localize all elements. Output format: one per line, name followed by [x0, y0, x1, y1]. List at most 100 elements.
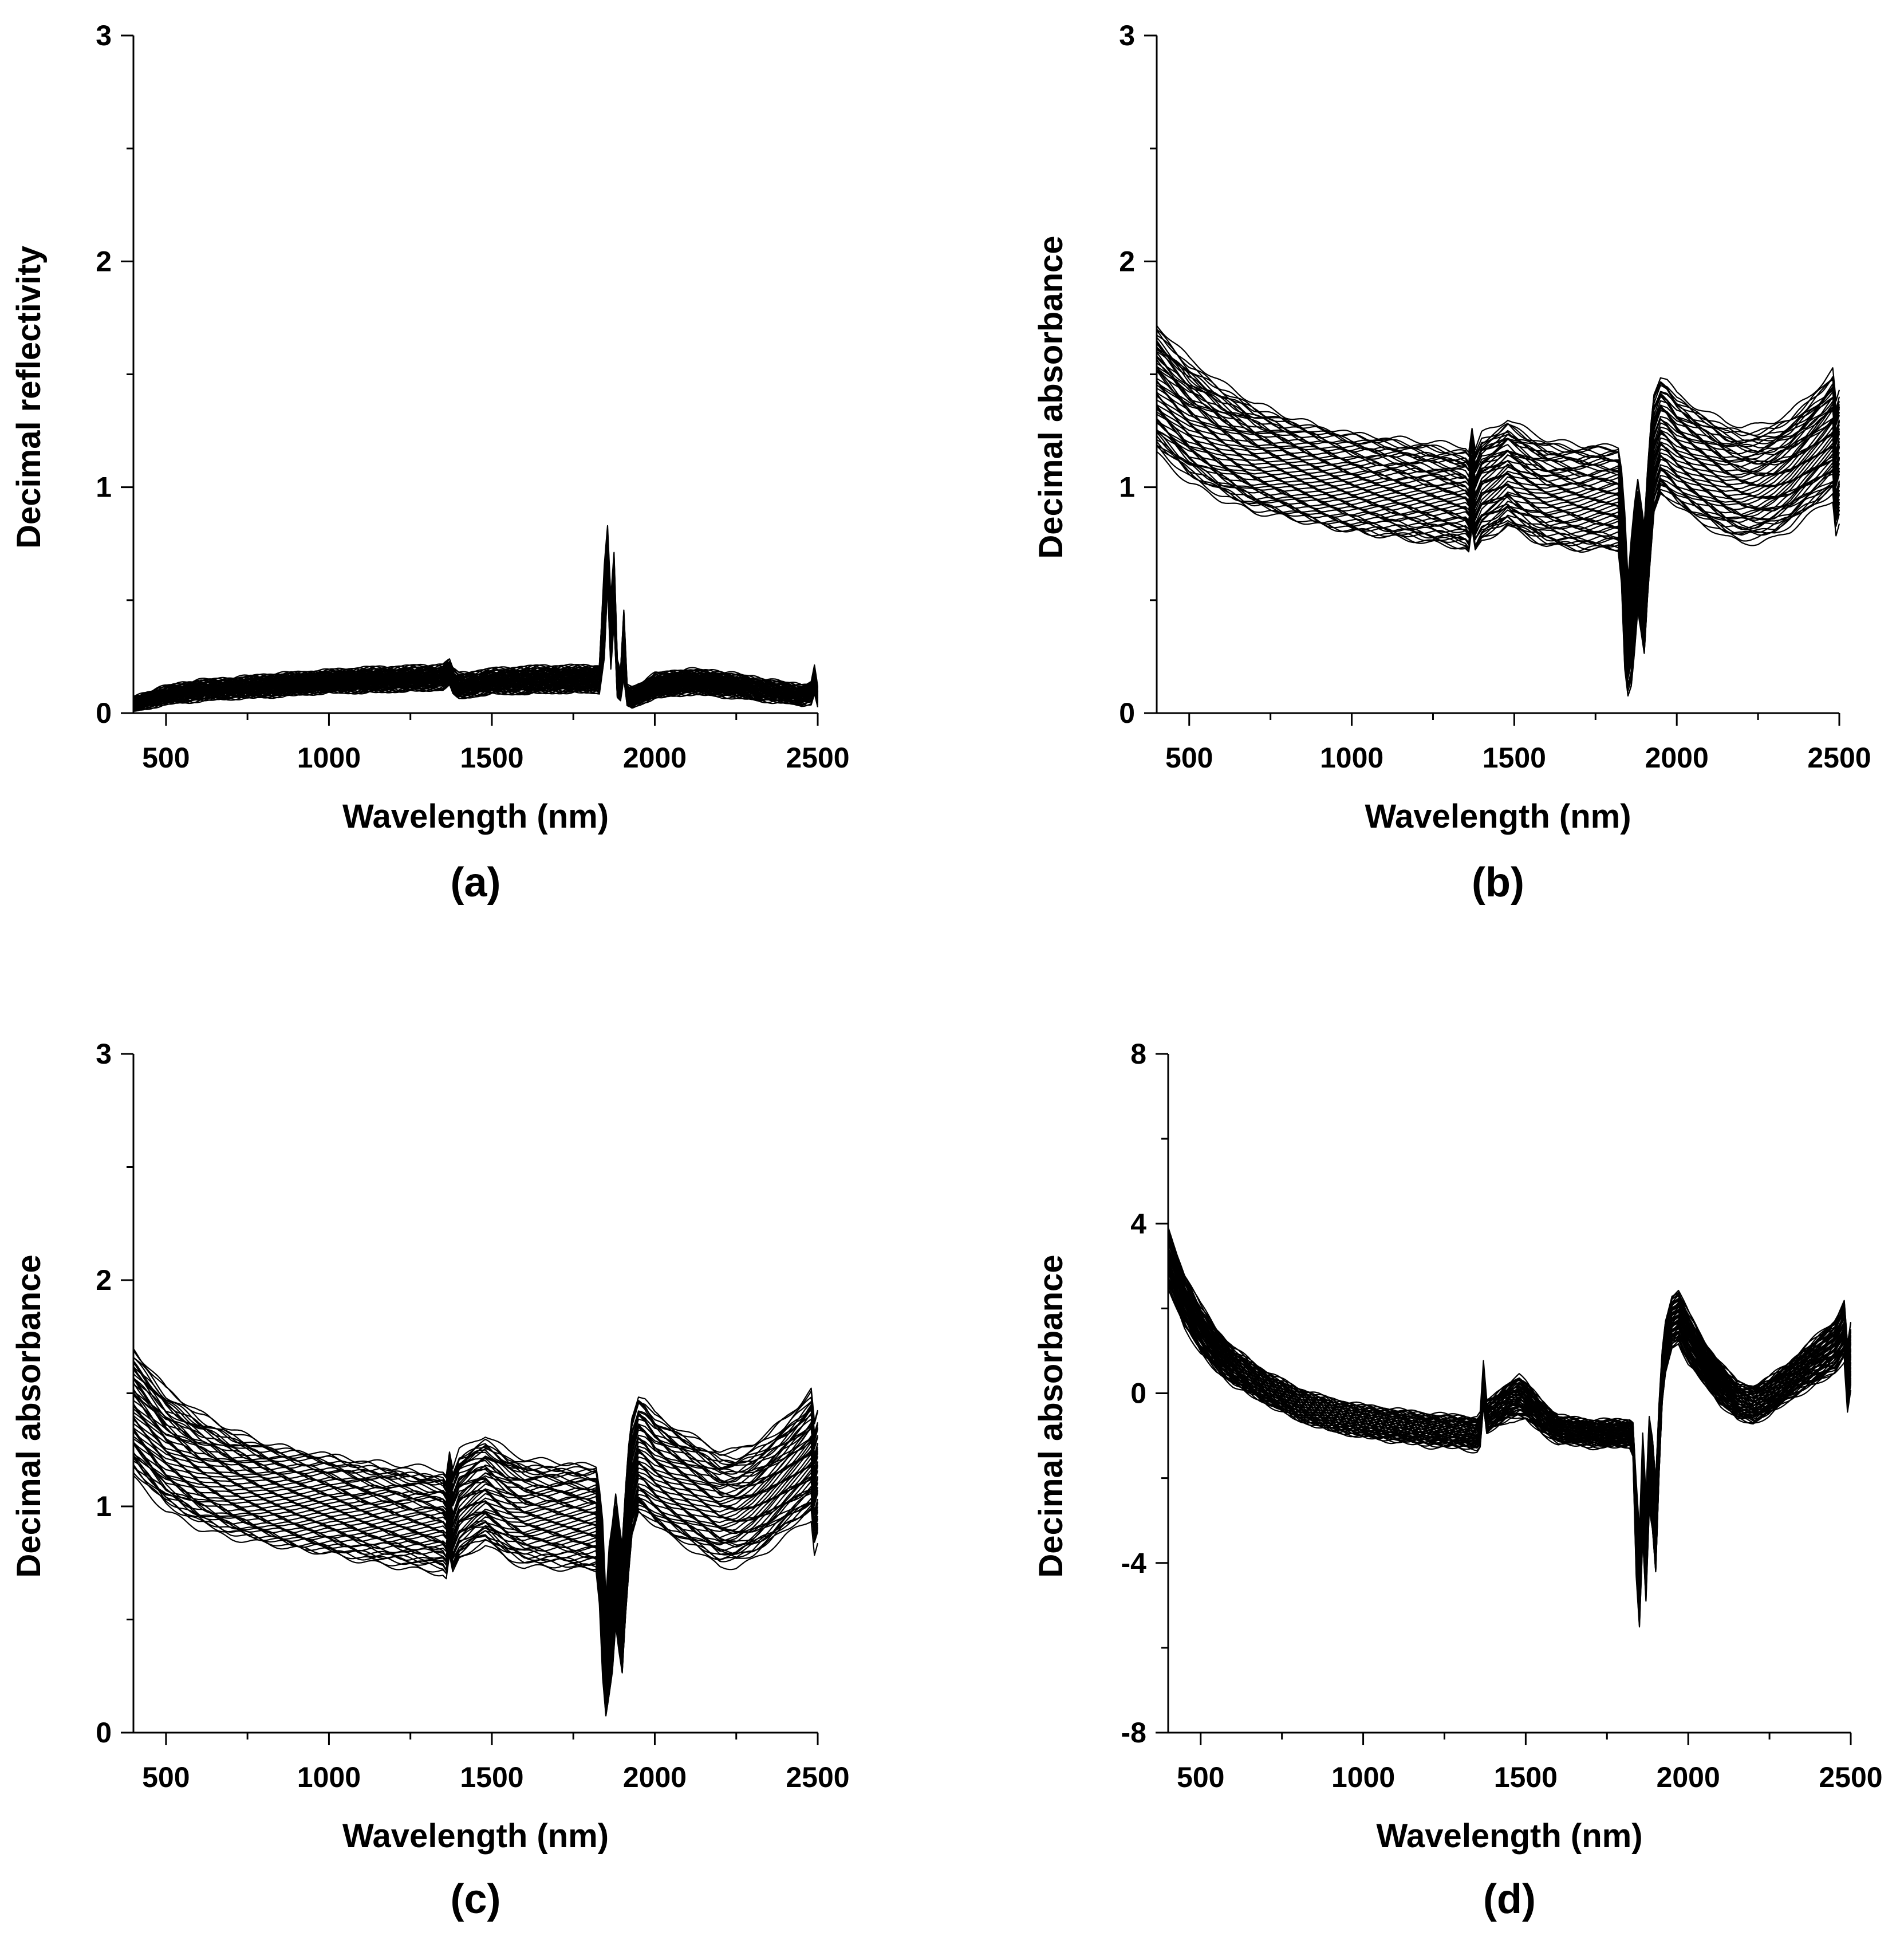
- spectrum-line: [133, 1444, 819, 1695]
- x-tick-label: 500: [1165, 742, 1213, 774]
- spectrum-line: [133, 1349, 819, 1600]
- spectrum-line: [1168, 1263, 1852, 1589]
- spectrum-line: [133, 1394, 819, 1644]
- x-tick-label: 1500: [460, 1761, 523, 1793]
- spectrum-line: [1167, 1272, 1852, 1605]
- spectrum-line: [1156, 408, 1840, 662]
- y-tick-label: 0: [96, 1717, 112, 1749]
- x-tick-label: 500: [142, 742, 190, 774]
- y-tick-label: 2: [96, 245, 112, 277]
- spectrum-line: [133, 1466, 819, 1707]
- spectrum-line: [1167, 1264, 1852, 1597]
- spectrum-line: [133, 1431, 819, 1681]
- spectrum-line: [1156, 430, 1840, 674]
- spectrum-line: [1167, 1231, 1852, 1532]
- spectrum-line: [1167, 1288, 1852, 1617]
- y-tick-label: 0: [1119, 697, 1135, 729]
- spectrum-line: [133, 1369, 819, 1622]
- spectrum-line: [1156, 435, 1840, 679]
- spectrum-line: [1167, 1267, 1852, 1589]
- spectrum-line: [133, 1390, 819, 1633]
- x-tick-label: 500: [1177, 1761, 1224, 1793]
- y-tick-label: 3: [96, 19, 112, 52]
- spectrum-line: [1156, 369, 1840, 627]
- x-tick-label: 2500: [786, 1761, 849, 1793]
- spectrum-line: [1167, 1264, 1852, 1599]
- spectrum-line: [1167, 1272, 1852, 1601]
- spectrum-line: [1168, 1280, 1852, 1618]
- spectrum-line: [1167, 1230, 1852, 1538]
- spectrum-line: [1167, 1277, 1852, 1618]
- x-tick-label: 1500: [1483, 742, 1546, 774]
- panel-d: -8 -4 0 4 8 500 1000 1500 2000 2500 Wavelength (nm…: [1032, 1038, 1883, 1922]
- y-axis-title: Decimal absorbance: [1032, 1254, 1070, 1577]
- spectrum-line: [1167, 1277, 1852, 1612]
- x-tick-label: 2500: [1819, 1761, 1882, 1793]
- spectrum-line: [133, 1475, 819, 1716]
- spectrum-line: [1167, 1268, 1852, 1591]
- spectrum-line: [1156, 347, 1840, 602]
- y-tick-label: 1: [1119, 471, 1135, 503]
- spectrum-line: [1167, 1279, 1852, 1628]
- y-tick-label: 0: [96, 697, 112, 729]
- panel-label: (a): [451, 860, 501, 906]
- spectrum-line: [1167, 1285, 1852, 1627]
- y-tick-label: 4: [1130, 1207, 1146, 1239]
- x-axis-title: Wavelength (nm): [342, 1817, 609, 1855]
- x-tick-label: 1000: [297, 742, 361, 774]
- spectrum-line: [1168, 1269, 1852, 1599]
- spectrum-line: [133, 1436, 819, 1682]
- y-axis-title: Decimal absorbance: [1032, 235, 1070, 558]
- spectrum-line: [1156, 347, 1840, 587]
- spectrum-line: [1156, 351, 1840, 600]
- x-axis-title: Wavelength (nm): [1365, 798, 1631, 835]
- spectrum-line: [1156, 337, 1840, 585]
- x-tick-label: 2000: [1645, 742, 1709, 774]
- spectrum-line: [1167, 1279, 1852, 1619]
- spectrum-line: [133, 531, 819, 701]
- spectrum-line: [1156, 414, 1840, 663]
- x-tick-label: 2000: [623, 1761, 687, 1793]
- y-axis-title: Decimal absorbance: [10, 1254, 48, 1577]
- spectrum-line: [1156, 334, 1840, 589]
- y-tick-label: 8: [1130, 1038, 1146, 1070]
- spectrum-line: [1167, 1260, 1852, 1590]
- x-axis-title: Wavelength (nm): [342, 798, 609, 835]
- spectrum-line: [133, 1394, 819, 1646]
- spectrum-line: [1167, 1259, 1852, 1584]
- spectra-group: [1156, 325, 1840, 697]
- panel-a: 0 1 2 3 500 1000 1500 2000 2500 Wavelength (nm) De…: [10, 19, 850, 906]
- panel-label: (d): [1483, 1876, 1536, 1922]
- spectrum-line: [1156, 370, 1840, 621]
- spectrum-line: [133, 1452, 819, 1697]
- spectrum-line: [1156, 343, 1840, 593]
- x-tick-label: 1000: [1320, 742, 1383, 774]
- y-tick-label: 3: [1119, 19, 1135, 52]
- spectrum-line: [1156, 451, 1840, 696]
- panel-label: (b): [1472, 860, 1524, 906]
- y-tick-label: -4: [1121, 1547, 1147, 1579]
- spectrum-line: [1168, 1277, 1852, 1607]
- x-tick-label: 1500: [460, 742, 523, 774]
- spectrum-line: [1167, 1284, 1852, 1622]
- spectrum-line: [1167, 1271, 1852, 1599]
- x-axis-title: Wavelength (nm): [1376, 1817, 1642, 1855]
- spectra-group: [133, 525, 819, 713]
- spectrum-line: [1156, 329, 1840, 591]
- y-tick-label: 2: [96, 1264, 112, 1296]
- spectrum-line: [1167, 1271, 1852, 1607]
- spectra-group: [133, 1348, 819, 1717]
- spectrum-line: [1167, 1277, 1852, 1611]
- y-tick-label: -8: [1121, 1717, 1146, 1749]
- x-tick-label: 2000: [1657, 1761, 1720, 1793]
- x-tick-label: 500: [142, 1761, 190, 1793]
- panel-label: (c): [451, 1876, 501, 1922]
- spectrum-line: [133, 1373, 819, 1622]
- spectrum-line: [1167, 1272, 1852, 1597]
- y-tick-label: 1: [96, 471, 112, 503]
- panel-c: 0 1 2 3 500 1000 1500 2000 2500 Wavelength (nm) De…: [10, 1038, 850, 1922]
- x-tick-label: 2500: [786, 742, 849, 774]
- spectrum-line: [133, 1457, 819, 1706]
- spectrum-line: [1156, 363, 1840, 613]
